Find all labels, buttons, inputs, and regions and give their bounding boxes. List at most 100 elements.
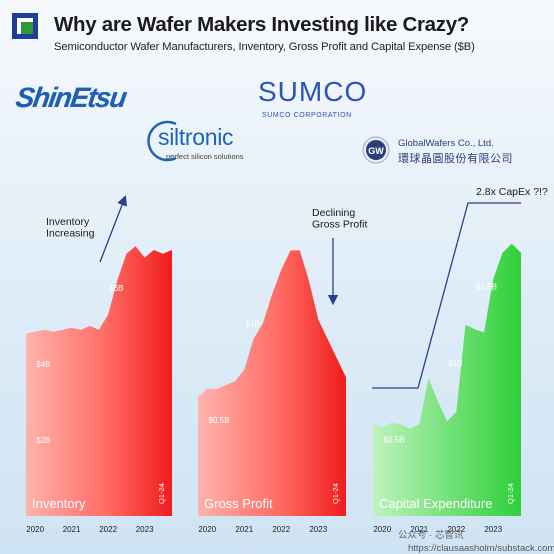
inventory-tick-label: 2022 bbox=[99, 525, 117, 534]
gross-profit-title: Gross Profit bbox=[204, 496, 273, 511]
inventory-point bbox=[126, 253, 128, 255]
gross-profit-point bbox=[271, 294, 273, 296]
gross-profit-data-label: $1B bbox=[246, 320, 260, 329]
page-subtitle: Semiconductor Wafer Manufacturers, Inven… bbox=[54, 41, 475, 53]
gross-profit-point bbox=[216, 388, 218, 390]
gross-profit-point bbox=[197, 396, 199, 398]
gross-profit-tick-label: 2022 bbox=[272, 525, 290, 534]
capex-annotation: 2.8x CapEx ?!? bbox=[476, 186, 548, 198]
inventory-data-label: $4B bbox=[36, 360, 50, 369]
globalwafers-logo: GW GlobalWafers Co., Ltd. 環球晶圓股份有限公司 bbox=[362, 136, 552, 166]
gross-profit-point bbox=[327, 338, 329, 340]
inventory-point bbox=[98, 329, 100, 331]
inventory-point bbox=[171, 249, 173, 251]
sumco-logo-subtext: SUMCO CORPORATION bbox=[262, 112, 352, 119]
capex-point bbox=[511, 243, 513, 245]
sumco-logo: SUMCO SUMCO CORPORATION bbox=[258, 76, 366, 124]
logo-square-icon bbox=[12, 13, 38, 39]
capex-point bbox=[418, 423, 420, 425]
page-title: Why are Wafer Makers Investing like Craz… bbox=[54, 13, 470, 36]
watermark-wechat: 公众号 · 芯智讯 bbox=[398, 529, 464, 541]
inventory-tick-label: 2023 bbox=[136, 525, 154, 534]
gross-profit-data-label: $0.5B bbox=[209, 416, 230, 425]
gross-profit-area bbox=[198, 250, 346, 516]
inventory-point bbox=[144, 257, 146, 259]
capex-data-label: $1B bbox=[448, 359, 462, 368]
inventory-point bbox=[25, 333, 27, 335]
gross-profit-point bbox=[206, 388, 208, 390]
siltronic-logo-text: siltronic bbox=[158, 124, 234, 150]
capex-point bbox=[465, 324, 467, 326]
inventory-data-label: $2B bbox=[36, 436, 50, 445]
capex-point bbox=[483, 332, 485, 334]
gross-profit-annotation: Declining Gross Profit bbox=[312, 207, 368, 231]
capex-last-label: Q1-24 bbox=[506, 483, 515, 504]
globalwafers-badge-text: GW bbox=[368, 146, 384, 156]
gross-profit-tick-label: 2020 bbox=[198, 525, 216, 534]
watermark-url: https://clausaasholm/substack.com bbox=[408, 543, 554, 554]
capex-point bbox=[437, 400, 439, 402]
gross-profit-point bbox=[336, 357, 338, 359]
capex-point bbox=[400, 423, 402, 425]
inventory-point bbox=[34, 331, 36, 333]
capex-title: Capital Expenditure bbox=[379, 496, 492, 511]
capex-point bbox=[492, 278, 494, 280]
inventory-point bbox=[153, 249, 155, 251]
gross-profit-point bbox=[345, 377, 347, 379]
capex-tick-label: 2023 bbox=[484, 525, 502, 534]
gross-profit-point bbox=[253, 338, 255, 340]
capex-step-line bbox=[372, 202, 521, 389]
inventory-point bbox=[71, 327, 73, 329]
gross-profit-tick-label: 2021 bbox=[235, 525, 253, 534]
siltronic-logo-subtext: perfect silicon solutions bbox=[166, 152, 244, 161]
gross-profit-point bbox=[299, 250, 301, 252]
gross-profit-last-label: Q1-24 bbox=[331, 483, 340, 504]
inventory-point bbox=[43, 329, 45, 331]
gross-profit-point bbox=[280, 269, 282, 271]
capex-point bbox=[409, 428, 411, 430]
gross-profit-point bbox=[290, 250, 292, 252]
inventory-point bbox=[89, 325, 91, 327]
capex-point bbox=[474, 329, 476, 331]
gross-profit-point bbox=[262, 323, 264, 325]
capex-point bbox=[455, 411, 457, 413]
header: Why are Wafer Makers Investing like Craz… bbox=[10, 8, 548, 60]
capex-point bbox=[381, 426, 383, 428]
inventory-area bbox=[26, 246, 172, 516]
inventory-annotation: Inventory Increasing bbox=[46, 216, 95, 240]
inventory-point bbox=[80, 329, 82, 331]
capex-point bbox=[372, 423, 374, 425]
siltronic-ring-icon bbox=[147, 120, 177, 162]
inventory-point bbox=[116, 280, 118, 282]
sumco-logo-text: SUMCO bbox=[258, 76, 368, 107]
inventory-arrow bbox=[99, 195, 127, 263]
inventory-data-label: $6B bbox=[109, 284, 123, 293]
capex-tick-label: 2022 bbox=[447, 525, 465, 534]
gross-profit-point bbox=[225, 384, 227, 386]
siltronic-logo: siltronic perfect silicon solutions bbox=[146, 118, 296, 168]
inventory-point bbox=[162, 253, 164, 255]
gross-profit-point bbox=[243, 369, 245, 371]
capex-point bbox=[446, 420, 448, 422]
globalwafers-logo-text: GlobalWafers Co., Ltd. bbox=[398, 138, 494, 149]
gross-profit-point bbox=[308, 280, 310, 282]
globalwafers-badge-icon: GW bbox=[362, 136, 390, 164]
capex-tick-label: 2020 bbox=[373, 525, 391, 534]
capex-point bbox=[520, 252, 522, 254]
capex-tick-label: 2021 bbox=[410, 525, 428, 534]
capex-point bbox=[428, 378, 430, 380]
gross-profit-point bbox=[234, 380, 236, 382]
inventory-point bbox=[62, 329, 64, 331]
inventory-point bbox=[53, 331, 55, 333]
gross-profit-tick-label: 2023 bbox=[309, 525, 327, 534]
capex-point bbox=[391, 422, 393, 424]
inventory-tick-label: 2020 bbox=[26, 525, 44, 534]
capex-area bbox=[373, 243, 521, 516]
inventory-point bbox=[107, 314, 109, 316]
globalwafers-logo-cn-text: 環球晶圓股份有限公司 bbox=[398, 153, 513, 165]
inventory-tick-label: 2021 bbox=[63, 525, 81, 534]
capex-data-label: $0.5B bbox=[384, 436, 405, 445]
inventory-last-label: Q1-24 bbox=[157, 483, 166, 504]
gross-profit-point bbox=[317, 319, 319, 321]
